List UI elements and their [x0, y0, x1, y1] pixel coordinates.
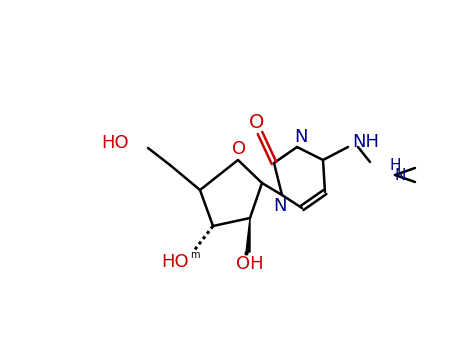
Text: N: N — [273, 197, 287, 215]
Text: HO: HO — [161, 253, 189, 271]
Text: O: O — [249, 113, 265, 133]
Text: N: N — [394, 168, 406, 182]
Text: m: m — [190, 250, 200, 260]
Text: O: O — [232, 140, 246, 158]
Text: H: H — [389, 158, 401, 173]
Text: HO: HO — [101, 134, 129, 152]
Polygon shape — [246, 218, 250, 252]
Text: N: N — [294, 128, 308, 146]
Text: NH: NH — [353, 133, 379, 151]
Text: OH: OH — [236, 255, 264, 273]
